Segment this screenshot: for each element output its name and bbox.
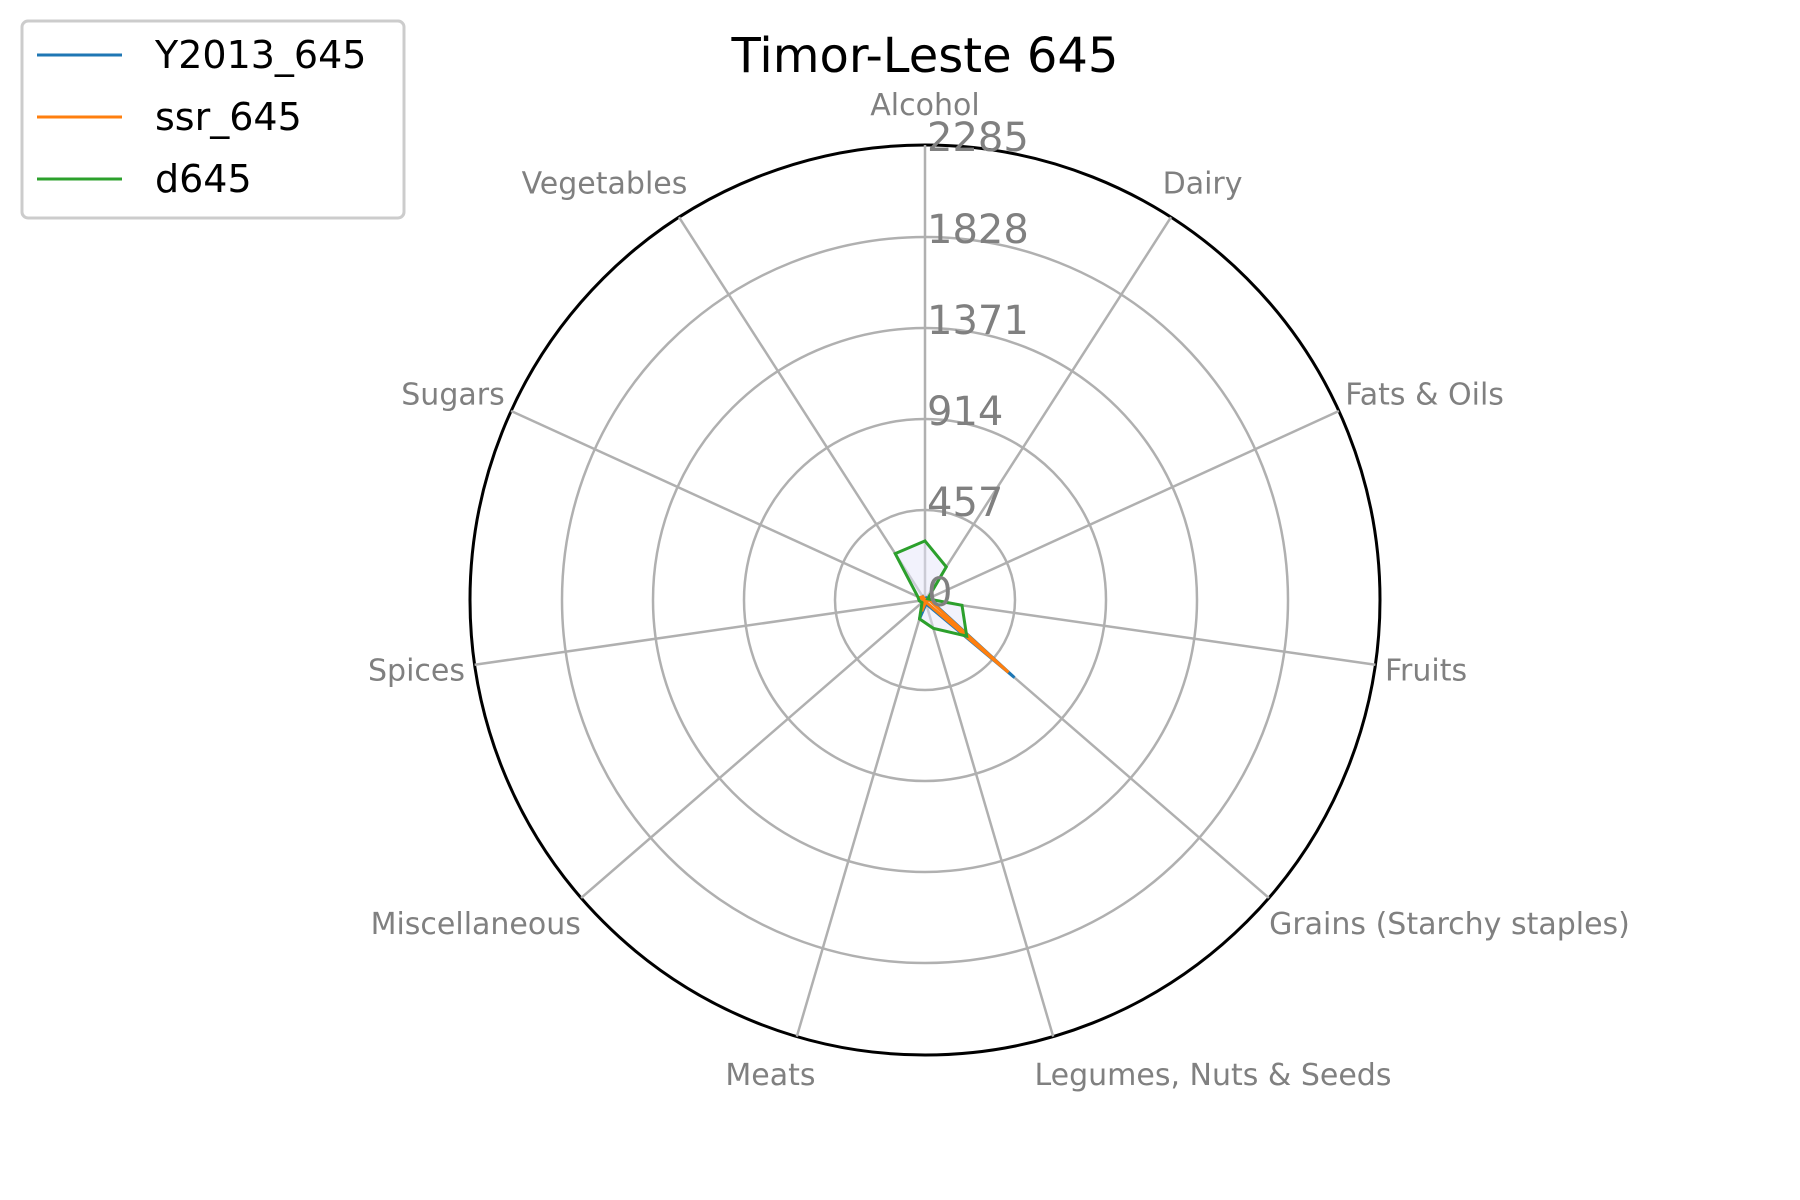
- legend-label: Y2013_645: [154, 33, 366, 77]
- axis-spoke: [580, 599, 926, 899]
- radial-tick-label: 457: [927, 480, 1003, 526]
- grid-layer: [468, 143, 1382, 1057]
- axis-spoke: [923, 599, 1055, 1037]
- radial-tick-label: 2285: [927, 115, 1029, 161]
- axis-spoke: [677, 216, 927, 601]
- axis-label: Fruits: [1385, 653, 1467, 688]
- radial-tick-label: 914: [927, 389, 1003, 435]
- axis-spoke: [510, 409, 926, 602]
- axis-label: Dairy: [1163, 167, 1243, 202]
- legend-frame: [20, 19, 406, 220]
- radial-tick-label: 1371: [927, 298, 1029, 344]
- chart-title: Timor-Leste 645: [731, 28, 1119, 84]
- axis-spoke: [923, 216, 1173, 601]
- legend: Y2013_645 ssr_645 d645: [20, 19, 406, 220]
- axis-label: Meats: [725, 1058, 815, 1093]
- legend-label: ssr_645: [155, 95, 302, 139]
- radial-tick-label: 1828: [927, 207, 1029, 253]
- legend-label: d645: [155, 157, 252, 201]
- axis-spoke: [474, 598, 926, 666]
- axis-label: Vegetables: [522, 167, 688, 202]
- label-layer: Alcohol Dairy Fats & Oils Fruits Grains (Sta…: [368, 88, 1630, 1093]
- series-layer: [893, 539, 1016, 679]
- series-line: [893, 539, 969, 639]
- axis-spoke: [795, 599, 927, 1037]
- axis-label: Grains (Starchy staples): [1269, 907, 1630, 942]
- axis-label: Alcohol: [870, 88, 979, 123]
- axis-label: Legumes, Nuts & Seeds: [1034, 1058, 1391, 1093]
- axis-spoke: [924, 598, 1376, 666]
- axis-label: Miscellaneous: [371, 907, 581, 942]
- series-fill: [895, 540, 967, 637]
- axis-label: Spices: [368, 653, 465, 688]
- radial-tick-label: 0: [927, 570, 952, 616]
- axis-spoke: [924, 409, 1340, 602]
- axis-label: Sugars: [401, 377, 504, 412]
- axis-label: Fats & Oils: [1345, 377, 1504, 412]
